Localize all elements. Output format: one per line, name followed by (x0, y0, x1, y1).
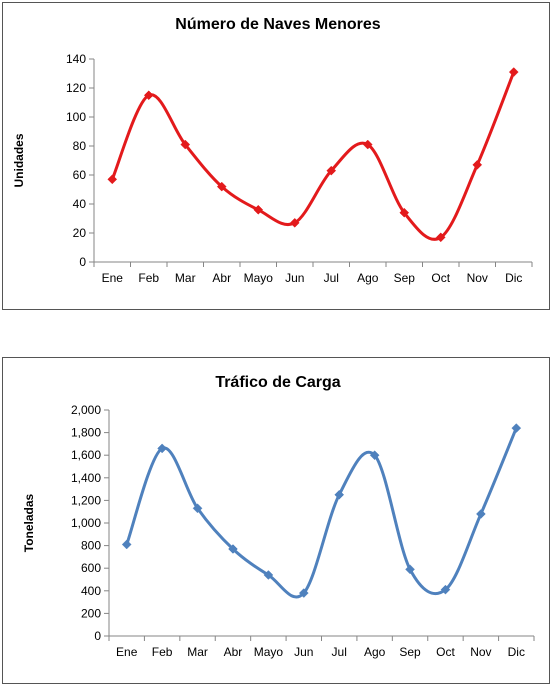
chart-trafico-carga-svg: Tráfico de Carga Toneladas 0 200 400 600 800 1,… (22, 374, 535, 659)
chart0-x-tick-label: Ene (102, 271, 124, 285)
chart0-x-tick-label: Feb (138, 271, 159, 285)
chart1-series-line (125, 427, 518, 599)
chart1-x-tick-label: Mar (187, 645, 208, 659)
chart1-x-tick-label: Jun (294, 645, 313, 659)
chart1-data-point-sep (405, 564, 415, 575)
chart0-y-tick-label: 40 (73, 197, 87, 211)
chart0-x-tick-label: Ago (357, 271, 379, 285)
chart0-data-point-abr (216, 181, 227, 192)
chart0-title: Número de Naves Menores (175, 16, 381, 33)
chart0-series-line (110, 71, 516, 241)
chart0-x-tick-label: Dic (505, 271, 522, 285)
chart0-y-tick-label: 0 (79, 255, 86, 269)
chart0-x-tick-label: Jun (285, 271, 304, 285)
chart1-y-tick-label: 1,000 (71, 516, 101, 530)
chart1-data-point-mar (192, 503, 203, 514)
chart1-x-tick-label: Oct (436, 645, 455, 659)
chart1-x-tick-label: Mayo (254, 645, 284, 659)
chart1-y-tick-label: 1,800 (71, 426, 101, 440)
chart1-y-tick-label: 600 (81, 561, 101, 575)
chart1-title: Tráfico de Carga (215, 374, 340, 391)
chart1-x-tick-label: Feb (152, 645, 173, 659)
chart1-y-tick-label: 1,400 (71, 471, 101, 485)
chart1-y-tick-label: 200 (81, 606, 101, 620)
chart0-data-point-nov (472, 159, 483, 170)
chart0-y-tick-label: 140 (66, 52, 86, 66)
chart1-data-point-ene (121, 539, 132, 550)
chart1-x-tick-label: Abr (224, 645, 243, 659)
chart1-y-tick-label: 2,000 (71, 403, 101, 417)
chart-trafico-carga: Tráfico de Carga Toneladas 0 200 400 600 800 1,… (2, 357, 550, 684)
chart1-data-point-nov (476, 509, 486, 519)
chart0-y-tick-label: 20 (73, 226, 87, 240)
chart0-y-axis-label: Unidades (12, 133, 26, 187)
chart1-y-axis-label: Toneladas (22, 493, 36, 552)
chart1-y-tick-label: 0 (94, 629, 101, 643)
chart-naves-menores-svg: Número de Naves Menores Unidades 0 20 40 60 80… (12, 16, 533, 285)
chart1-x-tick-label: Jul (332, 645, 347, 659)
chart1-y-tick-label: 400 (81, 584, 101, 598)
chart0-data-point-ene (107, 174, 118, 185)
chart0-x-tick-label: Abr (212, 271, 231, 285)
chart1-data-point-oct (440, 584, 451, 595)
chart0-data-point-ago (362, 139, 373, 150)
chart0-data-point-feb (143, 90, 154, 101)
chart0-data-point-jun (289, 217, 300, 228)
chart0-data-point-oct (435, 232, 446, 243)
chart1-x-tick-label: Dic (508, 645, 525, 659)
chart0-x-tick-label: Sep (394, 271, 416, 285)
chart1-x-tick-label: Ago (364, 645, 386, 659)
chart0-data-point-dic (508, 67, 519, 77)
chart1-y-tick-label: 1,200 (71, 493, 101, 507)
chart1-data-point-ago (369, 450, 380, 461)
chart-naves-menores: Número de Naves Menores Unidades 0 20 40 60 80… (2, 2, 550, 310)
chart0-y-tick-label: 120 (66, 81, 86, 95)
chart0-x-tick-label: Oct (431, 271, 450, 285)
chart0-y-tick-label: 80 (73, 139, 87, 153)
chart1-data-point-abr (228, 544, 238, 554)
chart1-data-point-feb (157, 443, 167, 454)
chart1-y-tick-label: 1,600 (71, 448, 101, 462)
chart1-data-point-mayo (263, 570, 274, 580)
chart1-x-tick-label: Ene (116, 645, 138, 659)
chart1-x-tick-label: Nov (470, 645, 491, 659)
chart0-x-tick-label: Jul (324, 271, 339, 285)
chart0-x-tick-label: Mayo (244, 271, 274, 285)
chart0-y-tick-label: 100 (66, 110, 86, 124)
chart1-data-point-dic (511, 423, 522, 433)
chart0-y-tick-label: 60 (73, 168, 87, 182)
chart1-y-tick-label: 800 (81, 539, 101, 553)
chart0-x-tick-label: Mar (175, 271, 196, 285)
chart0-data-point-jul (326, 165, 337, 176)
chart1-data-point-jul (334, 489, 345, 500)
chart0-x-tick-label: Nov (467, 271, 488, 285)
chart0-data-point-mayo (253, 204, 264, 215)
chart0-data-point-sep (399, 207, 410, 218)
chart1-data-point-jun (298, 588, 309, 598)
chart1-x-tick-label: Sep (399, 645, 421, 659)
chart0-data-point-mar (180, 139, 191, 150)
